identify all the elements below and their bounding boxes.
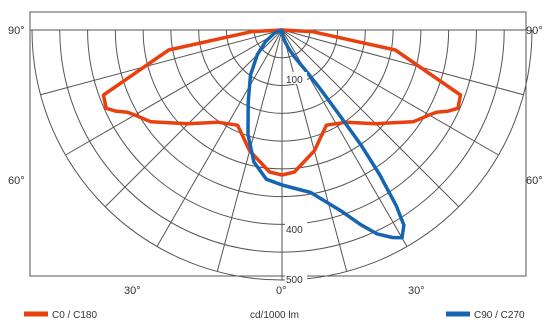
radial-tick-label: 100: [286, 75, 303, 86]
radial-labels: 100 400 500: [285, 72, 307, 286]
angle-label-90-right: 90°: [526, 25, 543, 37]
radial-label-bg: [285, 72, 307, 84]
grid-spoke: [104, 29, 283, 208]
radial-tick-label: 500: [286, 275, 303, 286]
radial-tick-label: 400: [286, 225, 303, 236]
series-line-0: [101, 28, 463, 177]
grid-spoke: [281, 29, 524, 96]
angle-label-30-right: 30°: [408, 285, 425, 297]
unit-label: cd/1000 lm: [250, 310, 299, 321]
angle-label-0: 0°: [276, 285, 287, 297]
grid-spoke: [40, 29, 283, 96]
legend-label-c0-c180: C0 / C180: [52, 310, 97, 321]
angle-label-90-left: 90°: [8, 25, 25, 37]
angle-label-60-left: 60°: [8, 175, 25, 187]
legend-label-c90-c270: C90 / C270: [474, 310, 525, 321]
angle-label-30-left: 30°: [124, 285, 141, 297]
radial-label-bg: [285, 272, 307, 284]
polar-grid: [29, 11, 533, 281]
grid-spoke: [281, 29, 499, 156]
grid-spoke: [156, 29, 283, 247]
angle-label-60-right: 60°: [526, 175, 543, 187]
series-line-1: [246, 28, 406, 240]
chart-frame: [29, 11, 527, 277]
grid-spoke: [281, 29, 460, 208]
series-layer: [101, 28, 463, 240]
radial-label-bg: [285, 222, 307, 234]
grid-spoke: [65, 29, 283, 156]
